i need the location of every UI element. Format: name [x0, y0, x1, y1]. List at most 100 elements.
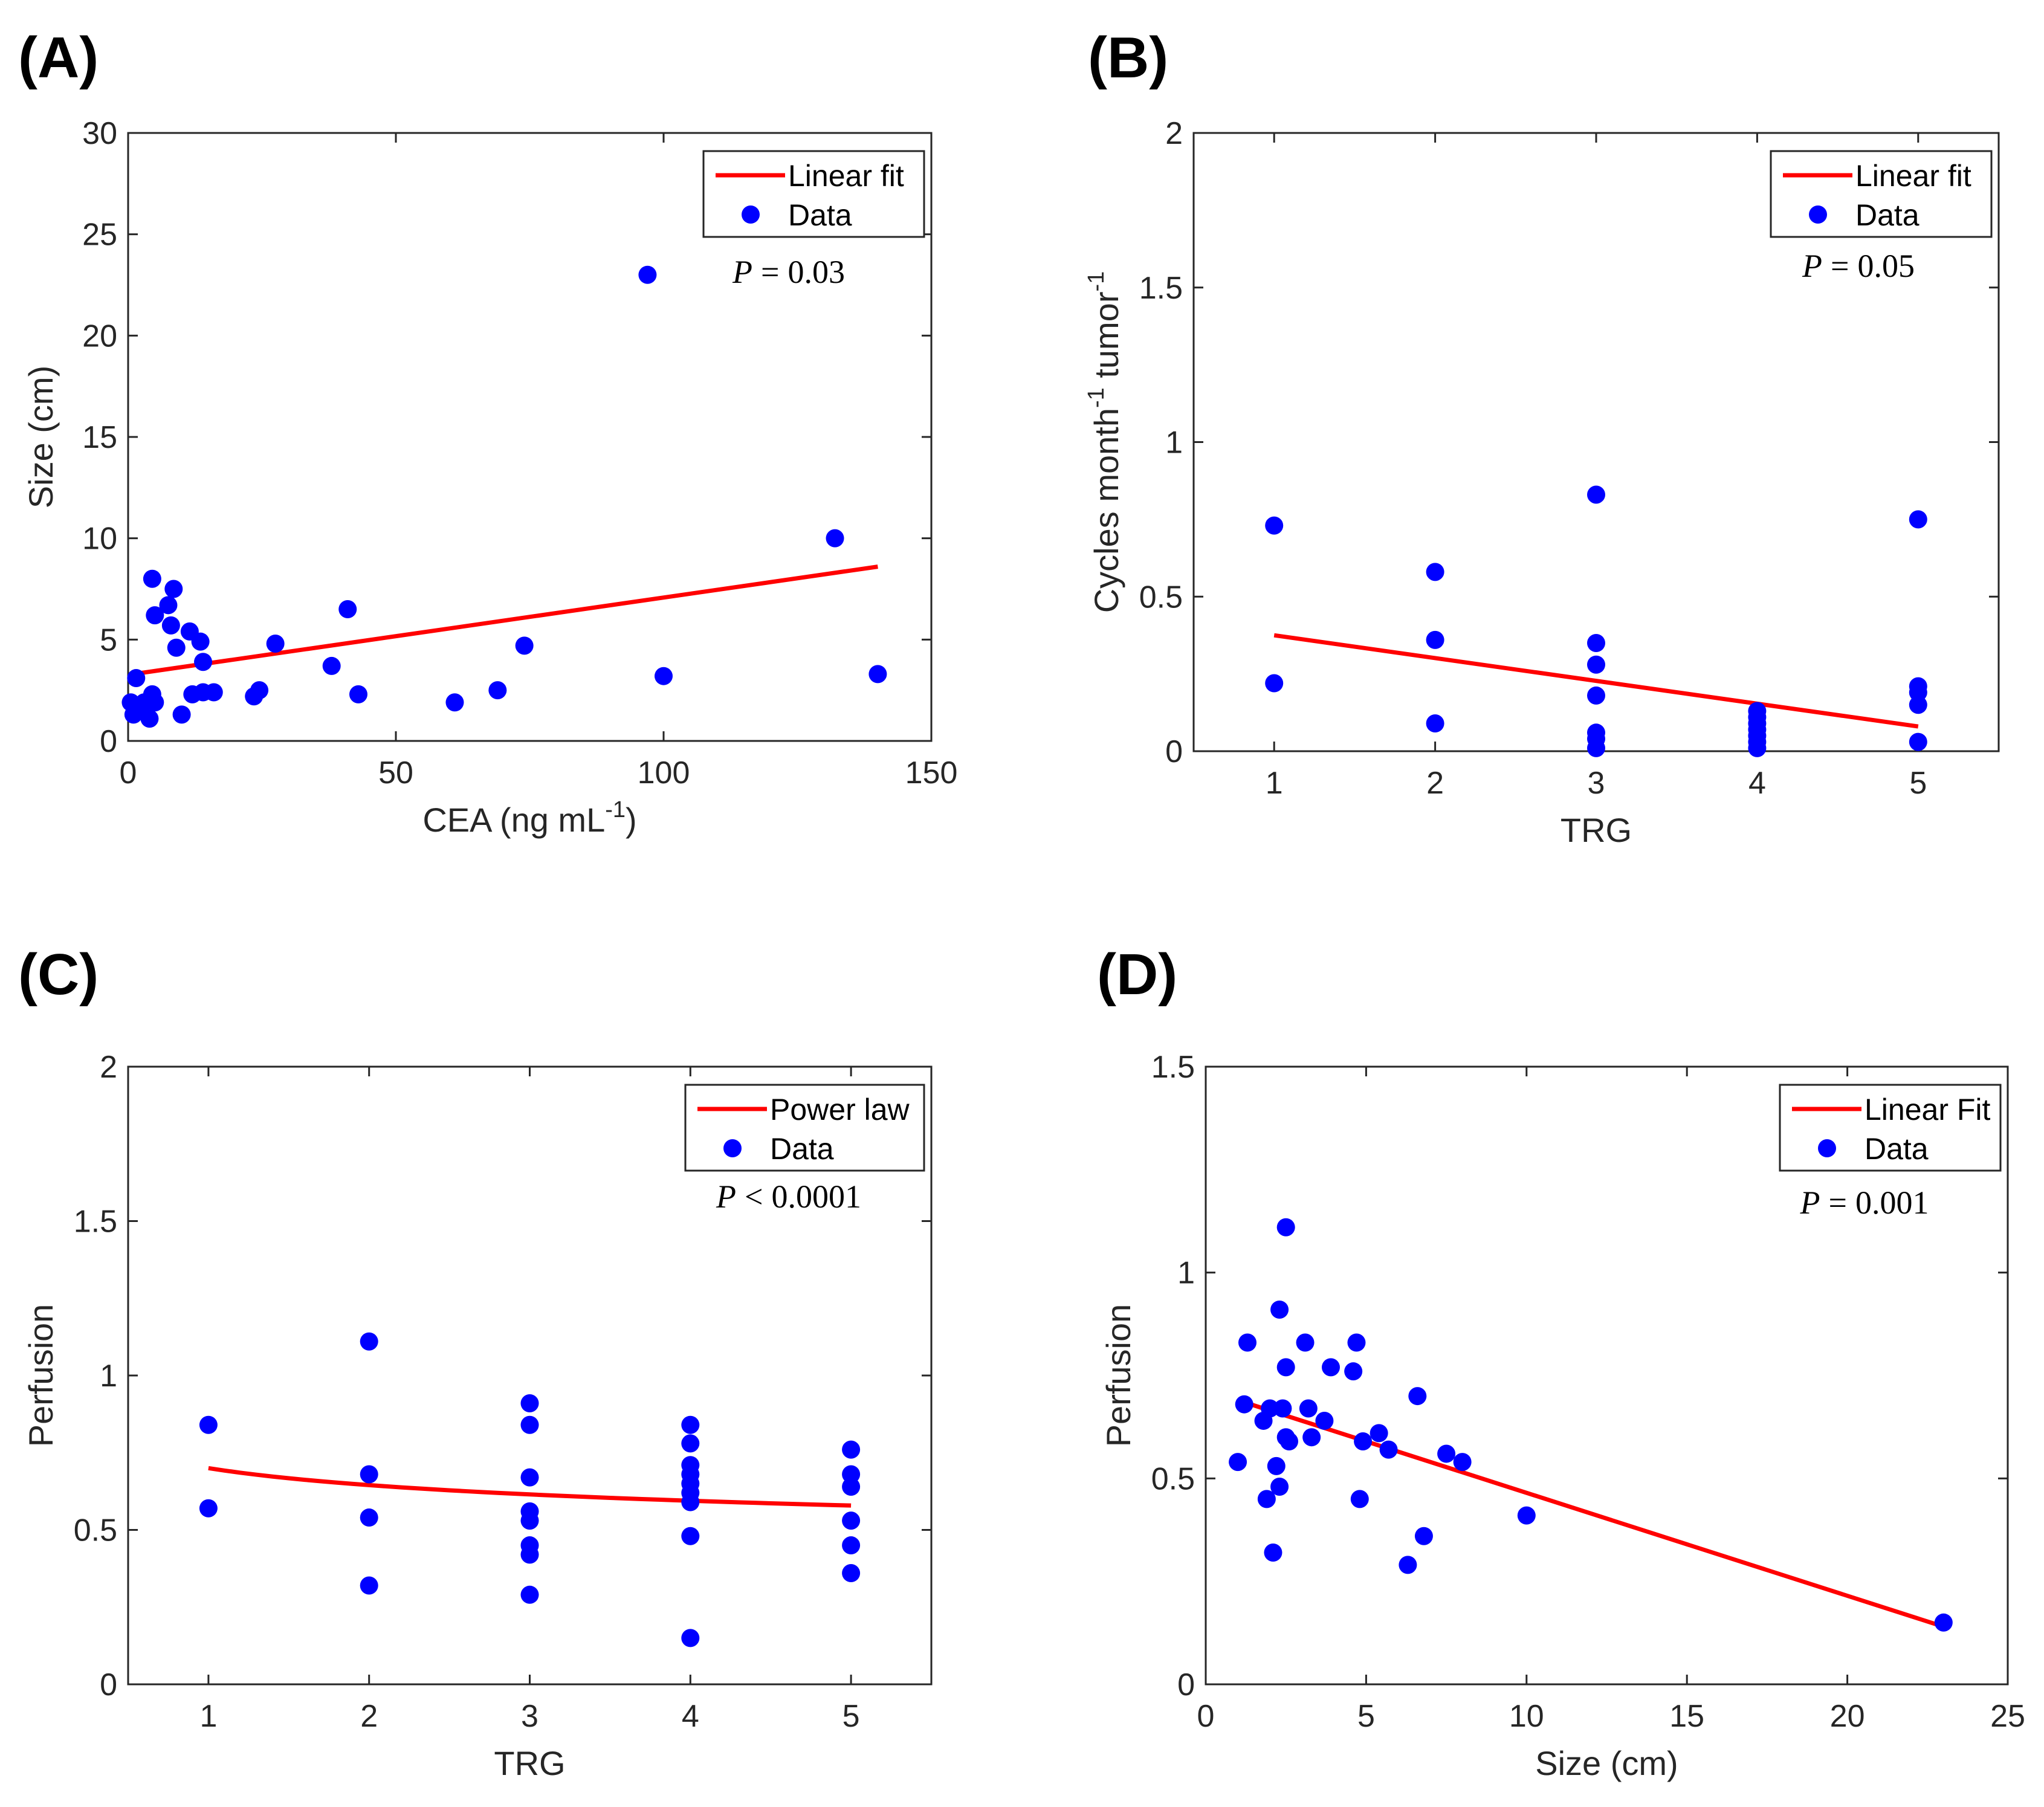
x-tick-label: 3: [1588, 766, 1605, 801]
data-point: [520, 1468, 539, 1487]
x-tick-label: 1: [1266, 766, 1283, 801]
data-point: [1265, 674, 1284, 693]
y-axis-label-mid: tumor: [1087, 292, 1125, 388]
x-tick-label: 100: [638, 755, 690, 790]
p-operator: =: [1831, 248, 1849, 284]
p-value-annotation: P = 0.001: [1800, 1185, 1929, 1221]
data-point: [1270, 1477, 1289, 1496]
data-point: [1344, 1362, 1363, 1381]
data-point: [1453, 1453, 1472, 1472]
legend-marker-swatch: [723, 1139, 742, 1157]
x-tick-label: 1: [199, 1699, 217, 1734]
y-tick-label: 2: [1165, 116, 1183, 151]
p-value: 0.0001: [771, 1178, 861, 1215]
legend-box: [684, 1084, 925, 1172]
p-value-annotation: P = 0.05: [1802, 248, 1915, 284]
data-point: [1587, 633, 1605, 652]
y-axis-label-main: Cycles month: [1087, 408, 1125, 613]
data-point: [1229, 1453, 1247, 1472]
y-tick-label: 20: [82, 318, 117, 354]
data-point: [127, 669, 146, 688]
data-point: [1370, 1424, 1388, 1443]
data-point: [1265, 516, 1284, 535]
data-point: [1748, 739, 1767, 757]
y-tick-label: 1.5: [1139, 271, 1183, 306]
data-point: [143, 569, 161, 588]
data-point: [360, 1576, 378, 1595]
data-point: [842, 1440, 861, 1459]
x-tick-label: 0: [1197, 1699, 1215, 1734]
y-tick-label: 25: [82, 218, 117, 253]
data-point: [360, 1465, 378, 1484]
data-point: [1302, 1428, 1321, 1447]
data-point: [1350, 1490, 1369, 1508]
panel-c: (C) 1 2 3 4 5 0 0.5 1 1.5 2 TRG Perfusion Power law Da…: [18, 942, 933, 1782]
y-tick-label: 0.5: [1139, 580, 1183, 615]
y-axis-label: Perfusion: [1099, 1304, 1137, 1447]
legend-label-fit: Linear fit: [788, 159, 904, 193]
data-point: [1587, 686, 1605, 705]
p-value-annotation: P <0.0001: [716, 1178, 861, 1215]
y-tick-label: 1: [100, 1359, 117, 1394]
y-axis-label: Size (cm): [22, 366, 60, 508]
data-point: [194, 653, 213, 671]
y-tick-label: 1.5: [1151, 1050, 1195, 1085]
data-point: [1379, 1440, 1398, 1459]
x-axis-label-main: CEA (ng mL: [422, 801, 605, 839]
data-point: [520, 1545, 539, 1564]
data-point: [146, 693, 164, 712]
data-point: [164, 580, 183, 598]
data-point: [1276, 1358, 1295, 1377]
y-tick-label: 1.5: [74, 1204, 117, 1240]
data-point: [1934, 1613, 1953, 1632]
x-axis-label-sup: -1: [605, 797, 626, 823]
x-axis-label: TRG: [494, 1744, 565, 1782]
data-point: [655, 667, 673, 685]
legend-marker-swatch: [742, 205, 760, 224]
x-tick-label: 25: [1990, 1699, 2025, 1734]
p-operator: =: [1829, 1185, 1847, 1221]
x-tick-label: 4: [1748, 766, 1766, 801]
data-point: [1587, 485, 1605, 504]
y-tick-label: 0.5: [74, 1513, 117, 1548]
data-point: [1347, 1333, 1366, 1352]
data-point: [1238, 1333, 1257, 1352]
data-point: [199, 1415, 218, 1434]
x-tick-label: 10: [1509, 1699, 1544, 1734]
y-tick-label: 0: [1177, 1667, 1195, 1702]
y-tick-label: 30: [82, 116, 117, 151]
panel-a: (A) 0 50 100 150 0 5 10 15 20 25 30 CEA (ng mL-1) Siz…: [18, 25, 957, 839]
data-point: [360, 1332, 378, 1351]
data-point: [1235, 1395, 1253, 1414]
data-point: [1296, 1333, 1315, 1352]
y-axis-label: Cycles month-1 tumor-1: [1084, 271, 1125, 613]
data-point: [1909, 510, 1927, 529]
data-point: [520, 1511, 539, 1530]
legend-label-data: Data: [788, 198, 852, 232]
y-tick-label: 0: [1165, 734, 1183, 769]
data-point: [167, 638, 186, 657]
data-point: [681, 1629, 700, 1647]
legend-box: [1779, 1084, 2002, 1172]
data-point: [338, 600, 357, 619]
y-tick-label: 1: [1177, 1256, 1195, 1291]
data-point: [638, 265, 657, 284]
data-point: [250, 681, 269, 700]
y-axis-label: Perfusion: [22, 1304, 60, 1447]
y-tick-label: 5: [100, 622, 117, 658]
y-tick-label: 2: [100, 1050, 117, 1085]
legend-label-fit: Linear Fit: [1865, 1093, 1991, 1127]
data-point: [1354, 1432, 1373, 1451]
data-point: [842, 1477, 861, 1496]
legend-label-data: Data: [770, 1132, 834, 1166]
data-point: [520, 1415, 539, 1434]
y-tick-label: 0: [100, 1667, 117, 1702]
data-point: [1280, 1432, 1299, 1451]
data-point: [826, 529, 844, 548]
legend-box: [702, 150, 925, 238]
data-point: [1437, 1444, 1456, 1463]
y-axis-label-sup: -1: [1084, 271, 1109, 292]
data-point: [1276, 1218, 1295, 1236]
data-point: [842, 1511, 861, 1530]
